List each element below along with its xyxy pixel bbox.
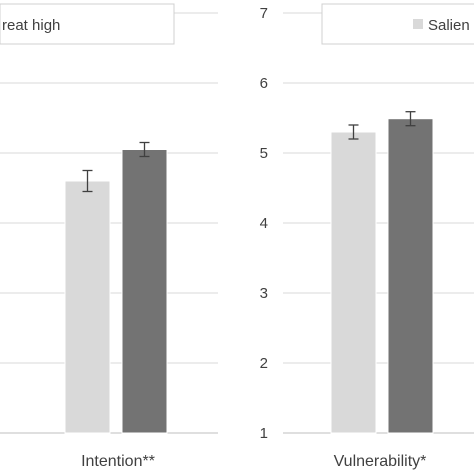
left-legend-label: reat high [2,17,60,34]
right-panel: 1 2 3 4 5 6 7 Salien Vulnerability* [260,3,474,470]
y-tick-label-7: 7 [260,5,268,22]
left-bars [64,141,168,434]
right-legend-box [321,3,474,45]
right-gridlines [283,12,474,434]
bar-1 [64,180,111,434]
y-tick-label-6: 6 [260,75,268,92]
bar-2 [387,118,434,434]
right-bars [330,111,434,434]
y-tick-label-2: 2 [260,355,268,372]
bar-1 [330,131,377,434]
right-category-label: Vulnerability* [334,453,427,470]
right-y-axis-ticks: 1 2 3 4 5 6 7 [260,5,268,442]
right-legend-swatch [413,19,423,29]
right-legend-label: Salien [428,17,470,34]
y-tick-label-4: 4 [260,215,268,232]
left-legend-box [0,3,175,45]
y-tick-label-3: 3 [260,285,268,302]
bar-2 [121,149,168,434]
y-tick-label-1: 1 [260,425,268,442]
left-panel: reat high Intention** [0,3,218,470]
left-category-label: Intention** [81,453,155,470]
y-tick-label-5: 5 [260,145,268,162]
